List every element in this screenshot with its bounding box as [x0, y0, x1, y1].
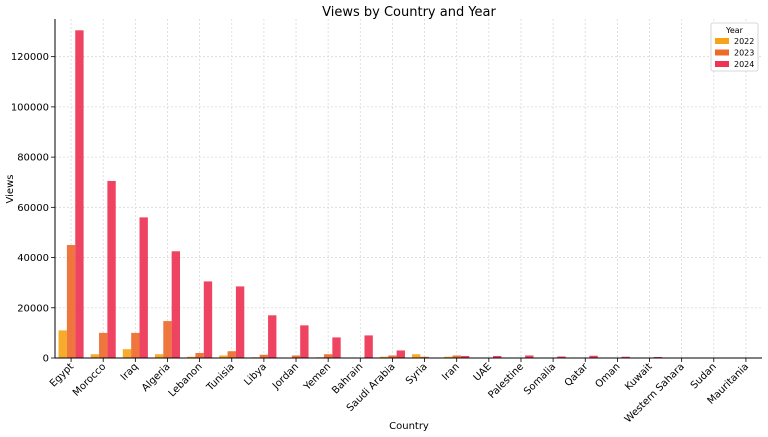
x-tick-label: Palestine — [486, 361, 526, 401]
bars-layer — [58, 30, 663, 359]
x-tick-label: Western Sahara — [623, 361, 687, 425]
bar-2024 — [75, 30, 84, 359]
bar-2024 — [589, 355, 598, 358]
bar-2022 — [90, 354, 100, 358]
bar-2024 — [107, 180, 116, 358]
legend: Year 2022 2023 2024 — [710, 22, 759, 72]
bar-2023 — [291, 355, 301, 358]
bar-2023 — [452, 355, 461, 358]
x-tick-label: Yemen — [301, 361, 333, 393]
x-tick-label: Jordan — [270, 361, 301, 392]
bar-2023 — [99, 332, 108, 358]
bar-2024 — [364, 335, 373, 358]
bar-2024 — [396, 350, 405, 358]
legend-title: Year — [725, 26, 744, 35]
legend-label-2024: 2024 — [734, 60, 754, 69]
x-tick-label: Morocco — [71, 361, 108, 398]
legend-swatch-2024 — [715, 61, 729, 67]
bar-2024 — [235, 286, 245, 358]
y-axis-title: Views — [5, 175, 16, 204]
x-tick-label: Iran — [440, 361, 462, 383]
bar-2024 — [621, 356, 630, 358]
bar-2024 — [493, 355, 502, 358]
bar-2024 — [557, 356, 566, 358]
bar-2024 — [300, 325, 309, 358]
bar-2023 — [131, 332, 140, 358]
ticks-layer: 0 20000 40000 60000 80000 100000 120000 EgyptMo… — [11, 52, 751, 425]
y-tick-label: 20000 — [17, 303, 49, 314]
bar-2022 — [444, 356, 453, 358]
bar-2024 — [653, 356, 663, 358]
bar-2024 — [460, 355, 470, 358]
bar-2023 — [420, 356, 429, 358]
x-tick-label: Libya — [242, 361, 269, 388]
bar-2023 — [388, 355, 397, 358]
legend-label-2022: 2022 — [734, 37, 754, 46]
bar-2023 — [66, 245, 76, 358]
x-tick-label: UAE — [472, 361, 494, 383]
x-tick-label: Tunisia — [204, 361, 237, 394]
legend-swatch-2023 — [715, 49, 729, 56]
x-tick-label: Qatar — [563, 361, 591, 389]
bar-2022 — [154, 354, 164, 358]
y-tick-label: 40000 — [17, 253, 49, 264]
bar-2024 — [139, 217, 148, 358]
bar-2023 — [195, 352, 204, 358]
y-tick-label: 100000 — [11, 102, 49, 113]
bar-2022 — [379, 356, 389, 358]
legend-swatch-2022 — [715, 38, 729, 44]
y-tick-label: 80000 — [17, 153, 49, 164]
bar-2023 — [323, 354, 333, 358]
x-tick-label: Syria — [404, 361, 430, 387]
legend-label-2023: 2023 — [734, 49, 754, 58]
y-tick-label: 60000 — [17, 203, 49, 214]
y-tick-label: 120000 — [11, 52, 49, 63]
bar-2022 — [412, 354, 421, 358]
bar-2024 — [203, 281, 213, 358]
bar-2022 — [219, 355, 228, 358]
bar-2024 — [171, 251, 181, 358]
x-tick-label: Lebanon — [167, 361, 205, 399]
grid-layer — [55, 19, 762, 359]
chart-title: Views by Country and Year — [322, 5, 496, 20]
x-tick-label: Somalia — [522, 361, 558, 397]
bar-2022 — [122, 349, 132, 358]
bar-2022 — [58, 330, 67, 358]
x-tick-label: Algeria — [140, 361, 173, 394]
x-tick-label: Iraq — [119, 361, 141, 383]
bar-2023 — [259, 354, 269, 358]
bar-2024 — [268, 315, 277, 358]
x-tick-label: Oman — [593, 361, 622, 390]
legend-items: 2022 2023 2024 — [715, 37, 754, 69]
bar-2024 — [525, 355, 534, 358]
legend-frame — [710, 22, 759, 72]
x-axis-title: Country — [389, 421, 429, 432]
bar-2023 — [227, 351, 236, 358]
x-tick-label: Sudan — [689, 361, 719, 391]
axes-layer — [54, 19, 762, 359]
bar-2023 — [163, 321, 172, 358]
x-tick-label: Kuwait — [623, 361, 654, 392]
bar-2024 — [332, 337, 341, 358]
x-tick-label: Egypt — [48, 361, 76, 389]
bar-2022 — [187, 356, 196, 358]
y-tick-label: 0 — [43, 354, 49, 365]
